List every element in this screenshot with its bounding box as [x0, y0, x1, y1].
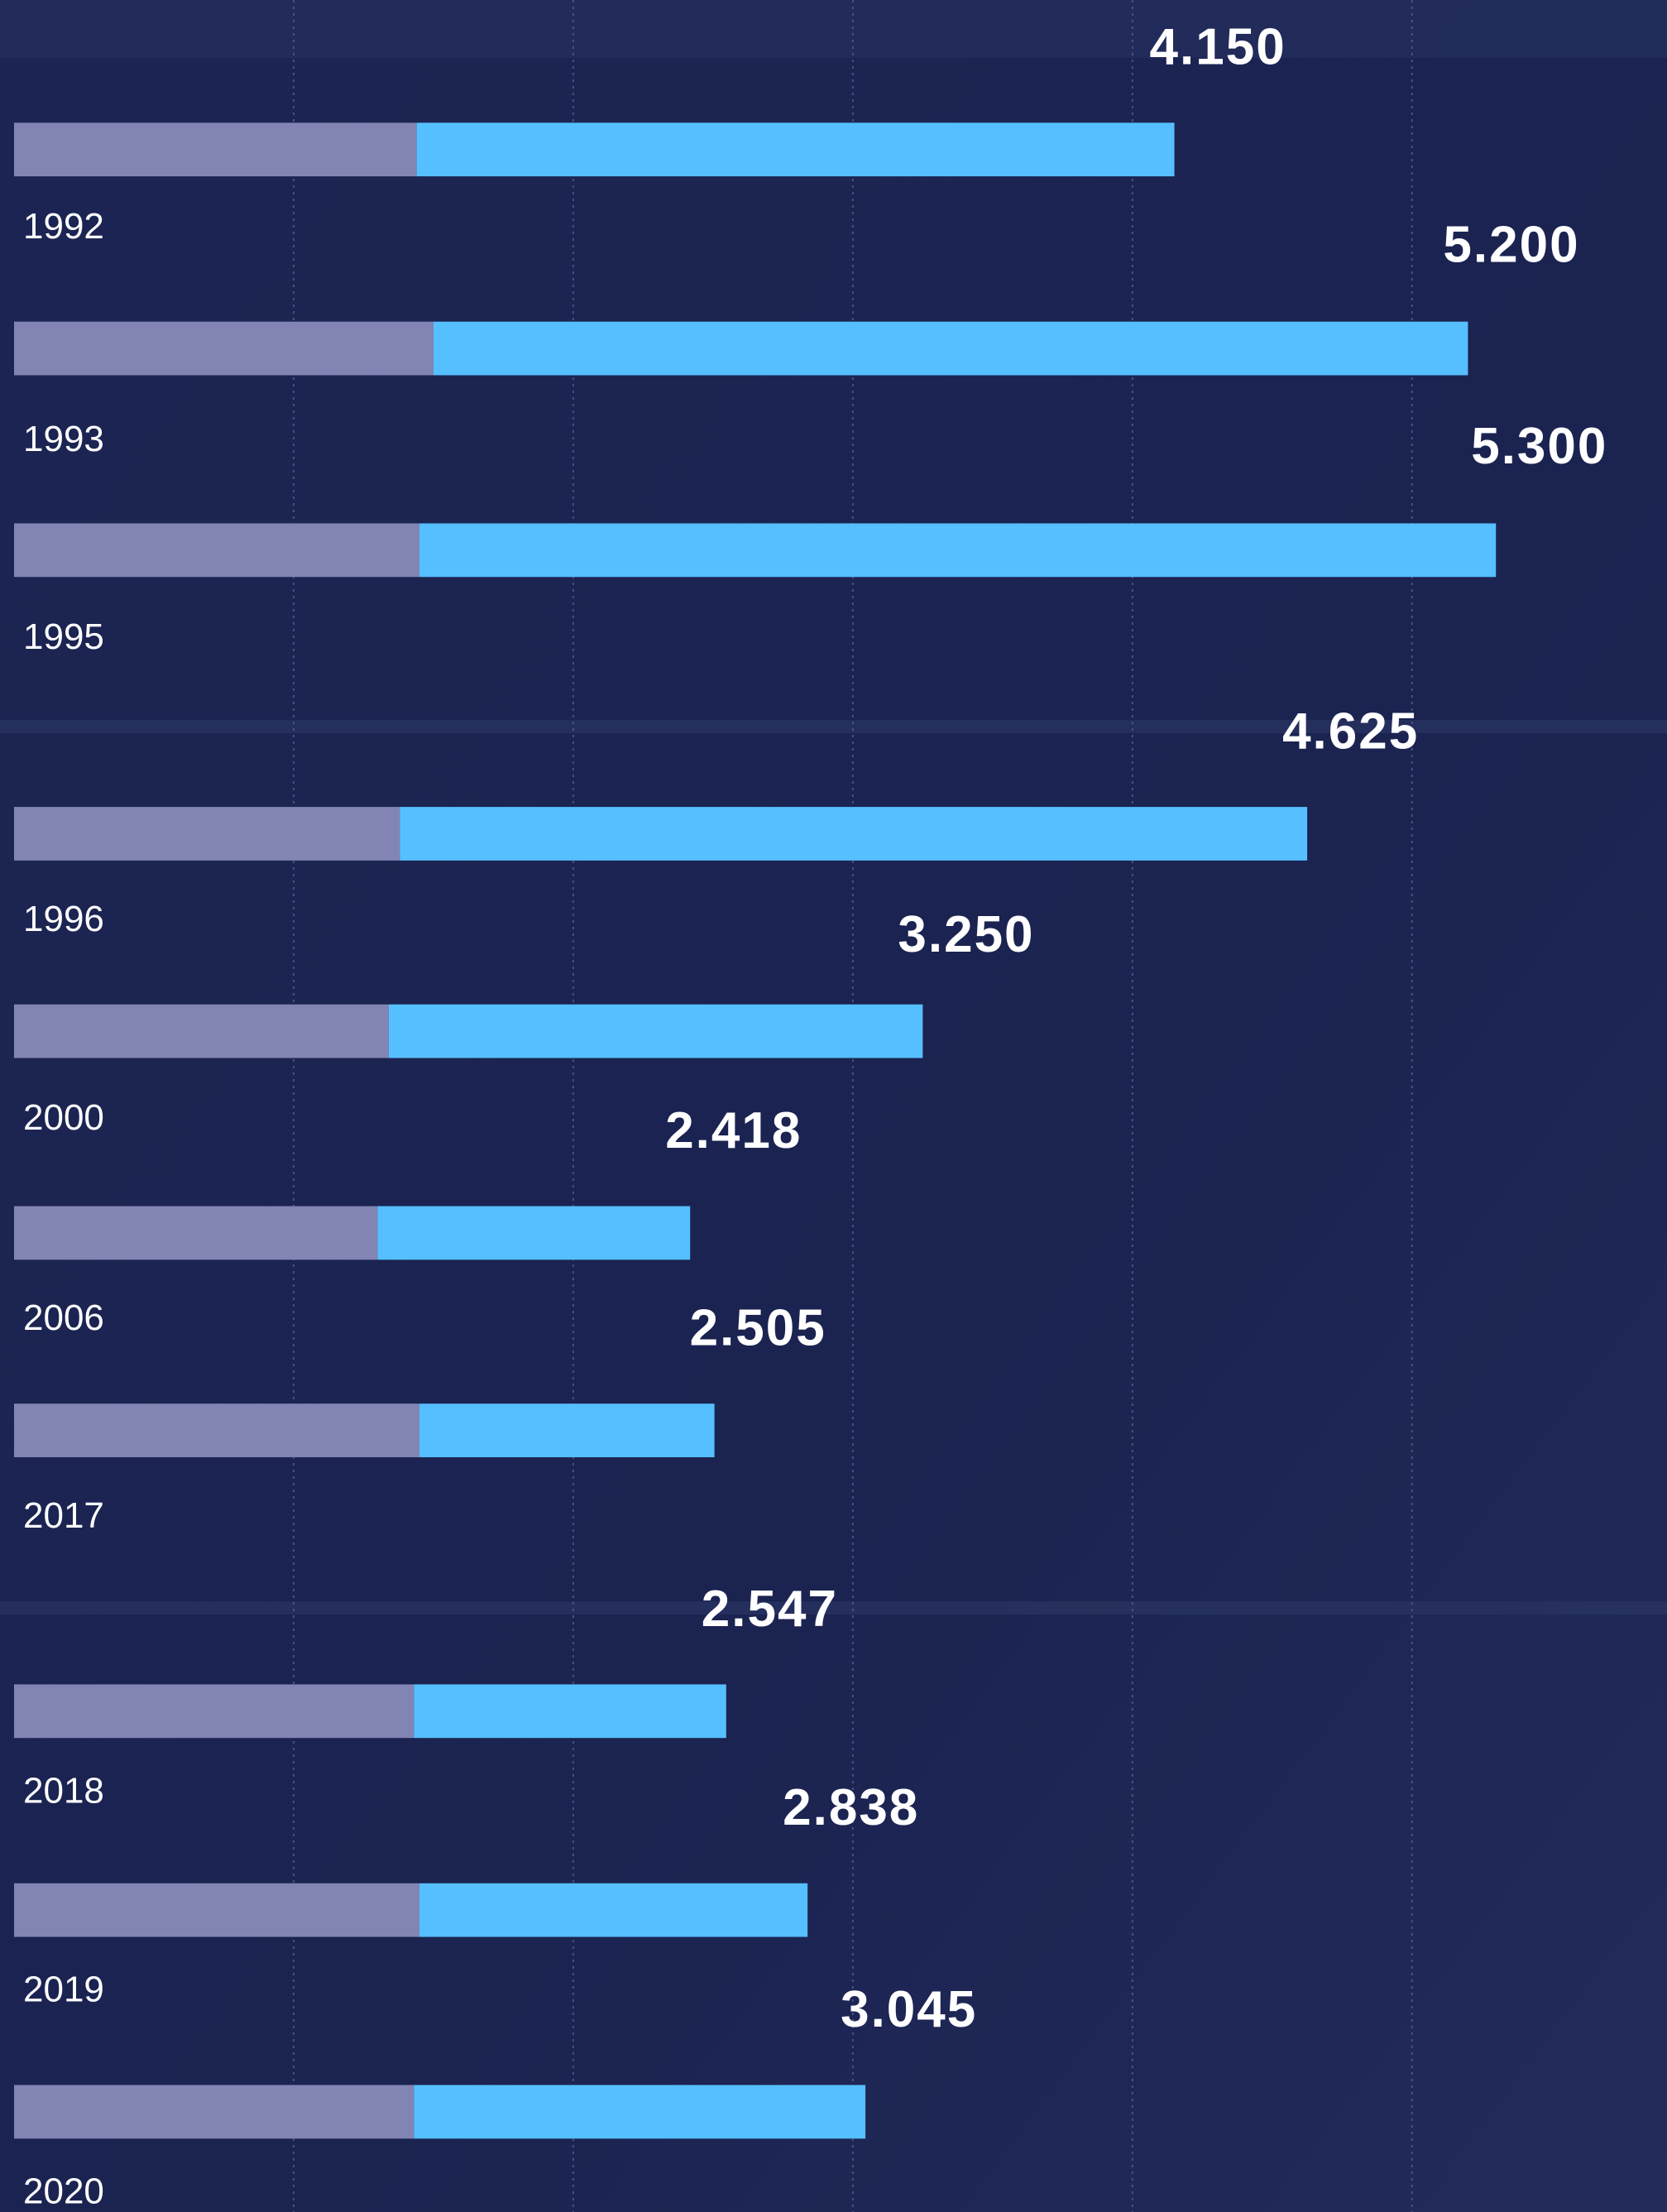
- bar-base: [14, 1004, 389, 1058]
- category-label: 2006: [23, 1298, 104, 1338]
- bar: [419, 523, 1497, 578]
- value-label: 2.505: [690, 1300, 826, 1357]
- bar-base: [14, 523, 420, 578]
- divider: [0, 720, 1667, 733]
- value-label: 4.625: [1282, 703, 1419, 761]
- bar: [416, 122, 1175, 177]
- bar: [419, 1403, 715, 1457]
- bar: [433, 321, 1468, 376]
- value-label: 3.045: [841, 1981, 977, 2038]
- bar-base: [14, 1206, 378, 1260]
- value-label: 2.418: [665, 1102, 802, 1159]
- category-label: 1993: [23, 419, 104, 459]
- category-label: 1995: [23, 617, 104, 657]
- bar-base: [14, 807, 400, 861]
- category-label: 2018: [23, 1770, 104, 1811]
- bar: [419, 1883, 808, 1937]
- bar-base: [14, 1883, 420, 1937]
- bar-base: [14, 122, 417, 177]
- category-label: 1996: [23, 899, 104, 939]
- category-label: 2000: [23, 1097, 104, 1138]
- value-label: 5.200: [1443, 216, 1579, 273]
- divider: [0, 1601, 1667, 1615]
- category-label: 2019: [23, 1970, 104, 2010]
- category-label: 1992: [23, 206, 104, 247]
- bar-base: [14, 321, 434, 376]
- bar: [414, 1684, 726, 1739]
- bar: [377, 1206, 691, 1260]
- bar-base: [14, 1403, 420, 1457]
- value-label: 5.300: [1471, 418, 1607, 475]
- top-band: [0, 0, 1667, 58]
- bar-base: [14, 2085, 414, 2139]
- value-label: 3.250: [898, 906, 1034, 963]
- category-label: 2020: [23, 2171, 104, 2211]
- bar: [400, 807, 1308, 861]
- bar: [388, 1004, 923, 1058]
- value-label: 2.547: [702, 1581, 838, 1638]
- value-label: 4.150: [1150, 19, 1286, 76]
- value-label: 2.838: [783, 1779, 919, 1836]
- bar: [414, 2085, 866, 2139]
- bar-base: [14, 1684, 414, 1739]
- category-label: 2017: [23, 1495, 104, 1536]
